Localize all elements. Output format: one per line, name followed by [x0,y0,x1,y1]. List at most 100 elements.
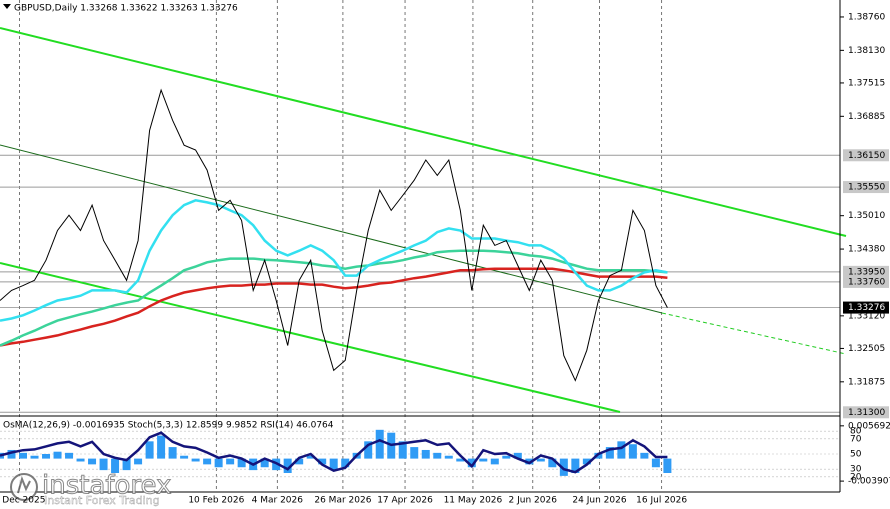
osma-bar [283,458,292,473]
x-tick-label: 4 Mar 2026 [252,496,304,506]
y2-tick-label: 50 [850,450,862,460]
level-label: 1.31300 [848,408,885,418]
y2-tick-label: 80 [850,427,862,437]
level-label: 1.33760 [848,277,885,287]
osma-bar [628,444,637,459]
osma-bar [421,449,430,459]
x-tick-label: 11 May 2026 [444,496,503,506]
y-tick-label: 1.33120 [848,311,885,321]
osma-bar [157,435,166,459]
x-tick-label: 16 Jul 2026 [636,496,687,506]
y-tick-label: 1.36885 [848,112,885,122]
y-tick-label: 1.38130 [848,46,885,56]
series-line [0,431,668,474]
channel-upper [0,27,847,237]
osma-bar [513,452,522,459]
osma-bar [525,458,534,465]
x-tick-label: 10 Feb 2026 [188,496,244,506]
osma-bar [536,458,545,462]
osma-bar [122,458,131,471]
osma-bar [479,458,488,462]
level-label: 1.36150 [848,151,885,161]
y-tick-label: 1.31875 [848,377,885,387]
y2-tick-label: 30 [850,465,862,475]
y-tick-label: 1.35010 [848,211,885,221]
osma-bar [571,458,580,473]
x-tick-label: 2 Dec 2025 [0,496,45,506]
watermark-logo-mark [17,475,31,494]
level-label: 1.35550 [848,183,885,193]
series-line [0,199,668,322]
osma-bar [19,452,28,459]
osma-bar [364,441,373,459]
series-line [0,88,668,382]
indicator-title: OsMA(12,26,9) -0.0016935 Stoch(5,3,3) 12… [3,421,334,431]
level-label: 1.33950 [848,267,885,277]
osma-bar [433,452,442,459]
osma-bar [502,455,511,459]
osma-bar [605,447,614,459]
osma-bar [203,458,212,465]
osma-bar [651,458,660,468]
osma-bar [65,452,74,459]
osma-bar [76,458,85,462]
osma-bar [226,458,235,465]
osma-bar [559,458,568,476]
last-price-label: 1.33276 [848,303,885,313]
last-price-box [843,301,889,314]
x-tick-label: 24 Jun 2026 [572,496,626,506]
channel-middle-projection [661,312,847,355]
series-line [0,249,668,347]
x-tick-label: 17 Apr 2026 [377,496,433,506]
level-label-box [843,181,889,194]
channel-lower [0,262,621,413]
osma-bar [410,447,419,459]
watermark-logo [10,473,38,501]
osma-bar [260,458,269,468]
x-tick-label: 2 Jun 2026 [509,496,558,506]
osma-bar [88,458,97,465]
osma-bar [134,458,143,465]
osma-bar [180,455,189,459]
level-label-box [843,275,889,288]
y-tick-label: 1.38760 [848,12,885,22]
y2-tick-label: 70 [850,434,862,444]
watermark: instaforex Instant Forex Trading [10,470,172,507]
watermark-tagline: Instant Forex Trading [44,494,160,507]
plot [0,88,672,476]
osma-bar [617,441,626,459]
osma-bar [582,458,591,465]
osma-bar [145,441,154,459]
grid [0,0,840,492]
osma-bar [329,458,338,471]
y2-tick-label: 20 [850,472,862,482]
osma-bar [467,458,476,468]
osma-bar [318,458,327,465]
menu-triangle [3,4,11,9]
osma-bar [168,447,177,459]
osma-bar [341,458,350,468]
osma-bar [444,455,453,459]
osma-bar [548,458,557,468]
osma-bar [306,455,315,459]
osma-bar [99,458,108,471]
osma-bar [375,429,384,459]
osma-bar [111,458,120,473]
y-tick-label: -0.003907 [848,477,890,487]
y-tick-label: 1.37515 [848,78,885,88]
osma-bar [237,458,246,468]
osma-bar [214,458,223,468]
osma-bar [53,451,62,459]
chart-title: GBPUSD,Daily 1.33268 1.33622 1.33263 1.3… [14,4,238,14]
osma-bar [7,449,16,459]
osma-bar [30,455,39,459]
channel-middle [0,144,663,314]
y-tick-label: 1.32505 [848,344,885,354]
osma-bar [456,458,465,462]
osma-bar [490,458,499,465]
watermark-brand: instaforex [42,471,171,501]
y-tick-label: 0.005692 [848,421,890,431]
osma-bar [398,441,407,459]
